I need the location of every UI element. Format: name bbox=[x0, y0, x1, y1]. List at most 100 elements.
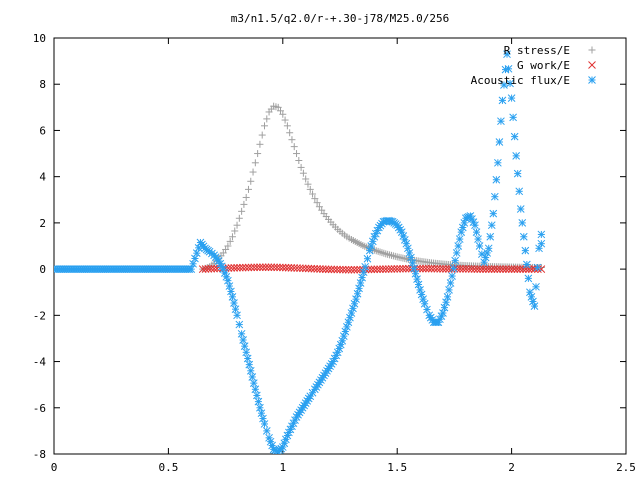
data-point bbox=[436, 264, 444, 273]
data-point bbox=[424, 264, 433, 273]
data-point bbox=[355, 284, 363, 293]
data-point bbox=[258, 131, 266, 139]
data-point bbox=[537, 239, 546, 248]
data-point bbox=[258, 263, 267, 272]
data-point bbox=[353, 265, 362, 274]
data-point bbox=[413, 275, 421, 283]
data-point bbox=[380, 249, 388, 257]
data-point bbox=[338, 336, 347, 345]
data-point bbox=[417, 290, 426, 299]
data-point bbox=[324, 265, 333, 274]
data-point bbox=[396, 264, 404, 273]
data-point bbox=[344, 318, 353, 327]
data-point bbox=[341, 327, 350, 336]
data-point bbox=[516, 265, 525, 273]
data-point bbox=[495, 138, 504, 146]
data-point bbox=[273, 263, 281, 272]
data-point bbox=[283, 122, 291, 130]
data-point bbox=[352, 295, 360, 304]
data-point bbox=[497, 117, 505, 126]
data-point bbox=[408, 259, 417, 267]
data-point bbox=[278, 263, 287, 272]
data-point bbox=[224, 276, 232, 285]
data-point bbox=[387, 251, 395, 259]
data-point bbox=[265, 433, 273, 442]
data-point bbox=[316, 265, 324, 273]
y-tick-label: 0 bbox=[39, 263, 46, 276]
data-point bbox=[239, 336, 247, 344]
data-point bbox=[490, 265, 499, 273]
data-point bbox=[487, 265, 496, 273]
data-point bbox=[230, 299, 238, 307]
data-point bbox=[522, 260, 531, 269]
data-point bbox=[307, 264, 316, 273]
data-point bbox=[381, 265, 390, 273]
data-point bbox=[226, 237, 234, 245]
data-point bbox=[510, 132, 519, 141]
data-point bbox=[254, 397, 263, 406]
data-point bbox=[468, 215, 476, 223]
data-point bbox=[297, 163, 305, 171]
data-point bbox=[486, 232, 495, 241]
data-point bbox=[390, 265, 399, 273]
data-point bbox=[238, 263, 247, 272]
data-point bbox=[527, 292, 536, 301]
data-point bbox=[363, 254, 372, 263]
data-point bbox=[410, 264, 418, 273]
series-layer bbox=[54, 50, 546, 454]
data-point bbox=[267, 263, 276, 272]
data-point bbox=[397, 228, 406, 236]
data-point bbox=[242, 193, 250, 201]
data-point bbox=[419, 264, 427, 273]
data-point bbox=[247, 177, 255, 185]
data-point bbox=[524, 274, 533, 283]
data-point bbox=[327, 265, 336, 274]
data-point bbox=[448, 272, 456, 280]
data-point bbox=[440, 303, 449, 312]
data-point bbox=[480, 258, 488, 267]
data-point bbox=[304, 180, 312, 188]
data-point bbox=[309, 190, 317, 198]
data-point bbox=[236, 263, 244, 272]
data-point bbox=[451, 256, 460, 265]
data-point bbox=[484, 265, 493, 273]
data-point bbox=[219, 265, 228, 273]
legend-label: G work/E bbox=[517, 59, 570, 72]
data-point bbox=[253, 263, 261, 272]
data-point bbox=[368, 237, 377, 246]
data-point bbox=[504, 265, 513, 273]
y-tick-label: -2 bbox=[33, 309, 46, 322]
data-point bbox=[461, 265, 470, 273]
data-point bbox=[407, 253, 415, 262]
data-point bbox=[313, 265, 321, 273]
data-point bbox=[449, 264, 458, 273]
data-point bbox=[260, 420, 269, 428]
data-point bbox=[445, 286, 453, 294]
data-point bbox=[494, 158, 502, 167]
data-point bbox=[399, 264, 407, 273]
legend-marker bbox=[588, 61, 596, 69]
data-point bbox=[499, 265, 507, 273]
data-point bbox=[256, 403, 264, 412]
data-point bbox=[343, 323, 351, 331]
legend-label: R stress/E bbox=[504, 44, 570, 57]
data-point bbox=[296, 264, 304, 273]
data-point bbox=[367, 265, 376, 274]
data-point bbox=[457, 228, 466, 236]
data-point bbox=[227, 264, 236, 272]
data-point bbox=[439, 309, 447, 317]
y-tick-label: 10 bbox=[33, 32, 46, 45]
plot-frame bbox=[53, 37, 627, 455]
data-point bbox=[233, 221, 241, 229]
data-point bbox=[506, 79, 514, 88]
data-point bbox=[456, 265, 464, 273]
data-point bbox=[427, 264, 436, 273]
data-point bbox=[240, 200, 248, 208]
series-star bbox=[54, 50, 546, 454]
x-tick-label: 1 bbox=[279, 461, 286, 474]
data-point bbox=[304, 264, 313, 273]
data-point bbox=[458, 223, 467, 232]
data-point bbox=[302, 175, 310, 183]
data-point bbox=[321, 265, 330, 274]
data-point bbox=[502, 265, 510, 273]
